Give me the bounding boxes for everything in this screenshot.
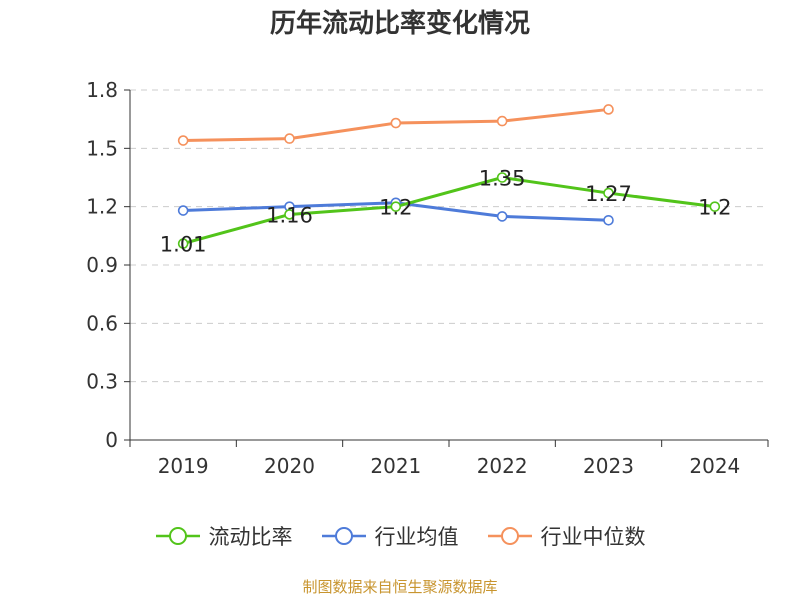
data-point [709, 201, 721, 212]
data-point [603, 104, 614, 115]
data-point [603, 187, 614, 199]
data-point [284, 133, 295, 144]
data-points [177, 104, 721, 249]
data-label: 1.35 [479, 167, 526, 191]
series-lines [182, 107, 716, 246]
data-point [496, 115, 508, 127]
data-point [603, 214, 614, 226]
y-tick-label: 1.2 [86, 195, 118, 219]
data-point [390, 117, 402, 129]
y-tick-label: 1.5 [86, 136, 118, 160]
data-label: 1.16 [266, 203, 313, 227]
data-labels: 1.01 1.16 1.2 1.35 1.27 1.2 [160, 167, 732, 257]
data-point [390, 201, 402, 212]
x-tick-label: 2019 [158, 454, 209, 478]
chart-title: 历年流动比率变化情况 [269, 9, 530, 39]
data-label: 1.01 [160, 233, 207, 257]
x-tick-label: 2020 [264, 454, 315, 478]
data-point [496, 172, 508, 183]
legend-label: 流动比率 [208, 525, 293, 549]
data-label: 1.2 [698, 196, 731, 220]
x-tick-label: 2024 [689, 454, 740, 478]
data-label: 1.2 [379, 196, 412, 220]
legend-marker-icon [321, 527, 366, 545]
legend-marker-icon [487, 527, 532, 545]
y-tick-label: 0.9 [86, 253, 118, 277]
data-point [496, 211, 508, 222]
data-label: 1.27 [585, 182, 632, 206]
legend-label: 行业均值 [374, 525, 459, 549]
grid-lines [130, 89, 768, 383]
data-point [177, 135, 189, 146]
data-point [177, 238, 189, 249]
y-tick-label: 0.6 [86, 311, 118, 335]
x-tick-label: 2023 [583, 454, 634, 478]
data-point [177, 205, 189, 216]
x-tick-label: 2022 [477, 454, 528, 478]
y-tick-label: 0.3 [86, 370, 118, 394]
y-tick-label: 0 [105, 428, 118, 452]
source-note: 制图数据来自恒生聚源数据库 [302, 578, 498, 596]
legend-item[interactable]: 行业中位数 [487, 521, 646, 551]
series-line [182, 176, 716, 246]
axes: 0 0.3 0.6 0.9 1.2 1.5 1.8 2019 2020 2021 2022 2023 2… [86, 78, 769, 478]
data-point [284, 209, 295, 220]
legend-marker-icon [155, 527, 200, 545]
legend-item[interactable]: 流动比率 [155, 521, 293, 551]
y-tick-label: 1.8 [86, 78, 118, 102]
legend-label: 行业中位数 [540, 525, 646, 549]
x-tick-label: 2021 [370, 454, 421, 478]
legend-item[interactable]: 行业均值 [321, 521, 459, 551]
legend: 流动比率 行业均值 行业中位数 [0, 518, 800, 554]
